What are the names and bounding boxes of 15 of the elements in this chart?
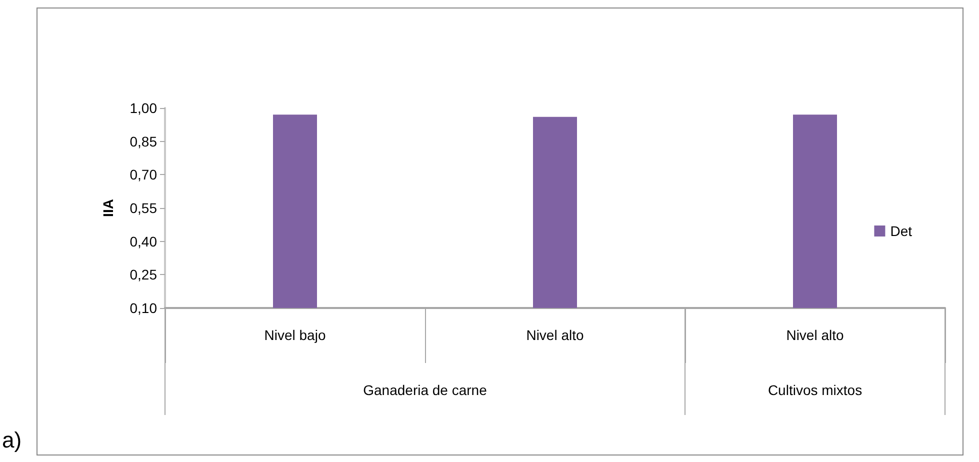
y-tick-label: 0,25	[130, 266, 158, 283]
y-axis-title: IIA	[100, 199, 116, 217]
x-tick-label: Nivel bajo	[264, 327, 326, 343]
text: Cultivos mixtos	[768, 382, 862, 398]
legend-label: Det	[890, 223, 912, 239]
y-tick-label: 0,40	[130, 233, 158, 250]
y-tick-label: 0,70	[130, 166, 158, 183]
y-tick-label: 0,10	[130, 300, 158, 316]
text: a)	[2, 428, 22, 452]
y-tick-label: 0,85	[130, 133, 158, 150]
x-tick-label: Nivel alto	[526, 327, 584, 343]
y-tick-label: 0,55	[130, 200, 158, 216]
text: Ganaderia de carne	[363, 382, 488, 398]
y-tick-label: 1,00	[130, 100, 158, 116]
x-tick-label: Nivel alto	[786, 327, 844, 343]
